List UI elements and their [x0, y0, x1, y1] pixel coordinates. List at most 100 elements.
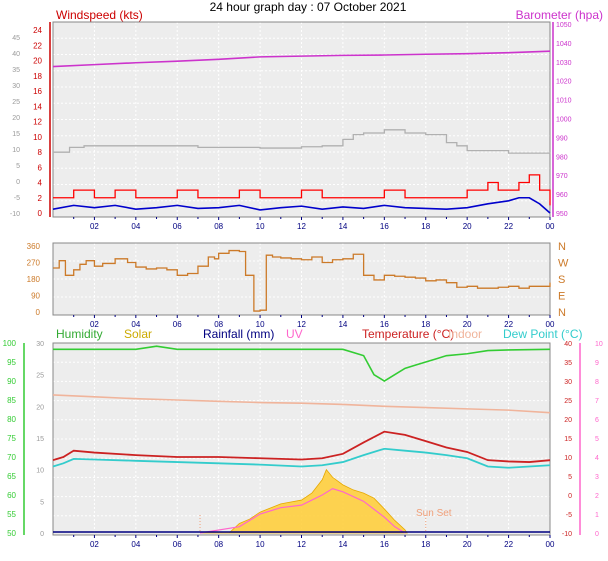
- grey-tick-label: 15: [12, 131, 20, 138]
- grey-tick-label: 35: [12, 67, 20, 74]
- temperature-tick-label: 30: [564, 379, 572, 386]
- x-tick-label: 04: [131, 540, 140, 549]
- windspeed-tick-label: 14: [33, 102, 42, 111]
- grey-tick-label: 0: [40, 531, 44, 538]
- barometer-tick-label: 970: [556, 173, 568, 180]
- legend-uv: UV: [286, 327, 303, 341]
- grey-tick-label: 10: [36, 468, 44, 475]
- grey-tick-label: 15: [36, 436, 44, 443]
- x-tick-label: 12: [297, 222, 306, 231]
- series-barometer-line: [52, 50, 551, 68]
- wind-series: [52, 50, 551, 214]
- barometer-tick-label: 1020: [556, 79, 572, 86]
- temperature-tick-label: -10: [562, 531, 572, 538]
- temperature-legend: Humidity Solar Rainfall (mm) UV Temperat…: [56, 327, 582, 341]
- x-tick-label: 04: [131, 320, 140, 329]
- x-tick-label: 00: [546, 320, 555, 329]
- uv-tick-label: 10: [595, 341, 603, 348]
- grey-tick-label: 5: [16, 163, 20, 170]
- direction-tick-label: 180: [27, 275, 41, 284]
- uv-tick-label: 7: [595, 398, 599, 405]
- humidity-tick-label: 100: [3, 339, 17, 348]
- direction-tick-label: 360: [27, 242, 41, 251]
- windspeed-tick-label: 10: [33, 133, 42, 142]
- legend-temperature: Temperature (°C): [362, 327, 454, 341]
- grey-tick-label: 0: [16, 179, 20, 186]
- humidity-tick-label: 95: [7, 358, 16, 367]
- barometer-tick-label: 1040: [556, 41, 572, 48]
- direction-series: [53, 249, 551, 312]
- x-tick-label: 20: [463, 222, 472, 231]
- barometer-axis-label: Barometer (hpa): [516, 8, 603, 22]
- humidity-tick-label: 60: [7, 491, 16, 500]
- wind-panel: Windspeed (kts) Barometer (hpa) 02 04 06 08…: [10, 8, 603, 231]
- uv-tick-label: 6: [595, 417, 599, 424]
- x-tick-label: 20: [463, 320, 472, 329]
- barometer-tick-label: 1010: [556, 98, 572, 105]
- x-tick-label: 18: [421, 540, 430, 549]
- grey-tick-label: 30: [36, 341, 44, 348]
- temperature-tick-label: 40: [564, 341, 572, 348]
- temperature-tick-label: 35: [564, 360, 572, 367]
- x-tick-label: 02: [90, 320, 99, 329]
- x-tick-label: 18: [421, 222, 430, 231]
- x-tick-label: 14: [338, 222, 347, 231]
- temperature-tick-label: -5: [566, 512, 572, 519]
- grey-tick-label: 5: [40, 499, 44, 506]
- x-tick-label: 06: [173, 320, 182, 329]
- temperature-tick-label: 10: [564, 455, 572, 462]
- barometer-tick-label: 980: [556, 154, 568, 161]
- x-tick-label: 06: [173, 222, 182, 231]
- x-tick-label: 04: [131, 222, 140, 231]
- x-tick-label: 00: [546, 540, 555, 549]
- series-solar-area: [200, 468, 408, 534]
- uv-tick-label: 4: [595, 455, 599, 462]
- grey-tick-label: 25: [12, 99, 20, 106]
- x-tick-label: 16: [380, 540, 389, 549]
- series-avg-wind-line: [52, 196, 551, 214]
- windspeed-tick-label: 2: [38, 194, 43, 203]
- windspeed-axis-label: Windspeed (kts): [56, 8, 143, 22]
- barometer-tick-label: 1030: [556, 60, 572, 67]
- uv-tick-label: 0: [595, 531, 599, 538]
- humidity-tick-label: 85: [7, 396, 16, 405]
- x-tick-label: 10: [256, 540, 265, 549]
- grey-tick-label: 40: [12, 51, 20, 58]
- grey-tick-label: 25: [36, 373, 44, 380]
- direction-panel: 02 04 06 08 10 12 14 16 18 20 22 00360270180900NWSE…: [27, 241, 569, 329]
- legend-solar: Solar: [124, 327, 152, 341]
- wind-grid: [53, 21, 551, 218]
- x-tick-label: 12: [297, 320, 306, 329]
- humidity-tick-label: 90: [7, 377, 16, 386]
- compass-tick-label: E: [558, 291, 565, 303]
- legend-dewpoint: Dew Point (°C): [503, 327, 582, 341]
- legend-indoor: Indoor: [448, 327, 482, 341]
- uv-tick-label: 9: [595, 360, 599, 367]
- x-tick-label: 08: [214, 540, 223, 549]
- humidity-tick-label: 80: [7, 415, 16, 424]
- compass-tick-label: W: [558, 258, 569, 270]
- barometer-tick-label: 950: [556, 211, 568, 218]
- windspeed-tick-label: 0: [38, 209, 43, 218]
- temperature-tick-label: 20: [564, 417, 572, 424]
- grey-tick-label: 20: [36, 404, 44, 411]
- windspeed-tick-label: 22: [33, 41, 42, 50]
- grey-tick-label: 45: [12, 35, 20, 42]
- barometer-tick-label: 960: [556, 192, 568, 199]
- temperature-panel: Humidity Solar Rainfall (mm) UV Temperat…: [3, 327, 603, 549]
- wind-axes: 02 04 06 08 10 12 14 16 18 20 22 002422201816141210…: [10, 21, 572, 231]
- x-tick-label: 16: [380, 320, 389, 329]
- grey-tick-label: 10: [12, 147, 20, 154]
- legend-rainfall: Rainfall (mm): [203, 327, 274, 341]
- uv-tick-label: 5: [595, 436, 599, 443]
- x-tick-label: 02: [90, 222, 99, 231]
- x-tick-label: 22: [504, 320, 513, 329]
- temperature-tick-label: 15: [564, 436, 572, 443]
- x-tick-label: 20: [463, 540, 472, 549]
- windspeed-tick-label: 6: [38, 163, 43, 172]
- x-tick-label: 08: [214, 320, 223, 329]
- humidity-tick-label: 65: [7, 472, 16, 481]
- x-tick-label: 14: [338, 320, 347, 329]
- grey-tick-label: 20: [12, 115, 20, 122]
